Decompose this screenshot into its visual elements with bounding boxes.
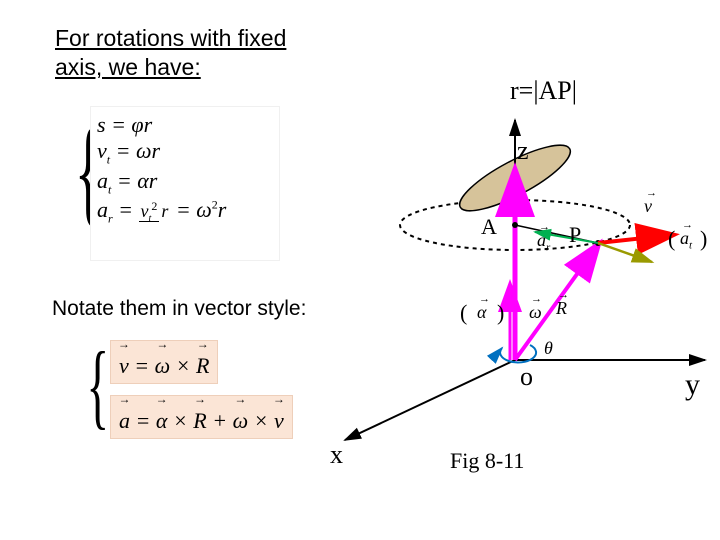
at-paren-r: ) bbox=[700, 226, 707, 252]
at-paren-l: ( bbox=[668, 226, 675, 252]
section-title: For rotations with fixed axis, we have: bbox=[55, 24, 286, 82]
R-symbol: →R bbox=[556, 298, 567, 319]
eq-s: s = φr bbox=[97, 113, 273, 137]
origin-label: o bbox=[520, 362, 533, 392]
at-symbol: →at bbox=[680, 228, 692, 252]
eq-vt: vt = ωr bbox=[97, 139, 273, 167]
rotation-diagram bbox=[310, 110, 715, 450]
title-line1: For rotations with fixed bbox=[55, 25, 286, 51]
P-label: P bbox=[569, 222, 581, 248]
z-label: z bbox=[517, 136, 529, 166]
figure-caption: Fig 8-11 bbox=[450, 448, 524, 474]
at-vector bbox=[598, 243, 652, 262]
v-symbol: →v bbox=[644, 196, 652, 217]
A-label: A bbox=[481, 214, 497, 240]
eq-at: at = αr bbox=[97, 169, 273, 197]
alpha-paren-r: ) bbox=[497, 300, 504, 326]
eq-a-cross: a = α × R + ω × v bbox=[110, 395, 293, 439]
alpha-symbol: →α bbox=[477, 302, 486, 323]
omega-symbol: →ω bbox=[529, 302, 542, 323]
equation-block-1: s = φr vt = ωr at = αr ar = vt2r = ω2r bbox=[90, 106, 280, 261]
x-axis bbox=[345, 360, 515, 440]
title-line2: axis, we have: bbox=[55, 54, 201, 80]
ar-symbol: →ar bbox=[537, 230, 550, 254]
x-label: x bbox=[330, 440, 343, 470]
y-label: y bbox=[685, 368, 700, 402]
theta-symbol: θ bbox=[544, 338, 553, 359]
brace-eq2: { bbox=[86, 330, 109, 440]
eq-v-cross: v = ω × R bbox=[110, 340, 218, 384]
eq-ar: ar = vt2r = ω2r bbox=[97, 198, 273, 226]
notate-label: Notate them in vector style: bbox=[52, 297, 306, 321]
r-AP-label: r=|AP| bbox=[510, 76, 577, 106]
alpha-paren-l: ( bbox=[460, 300, 467, 326]
